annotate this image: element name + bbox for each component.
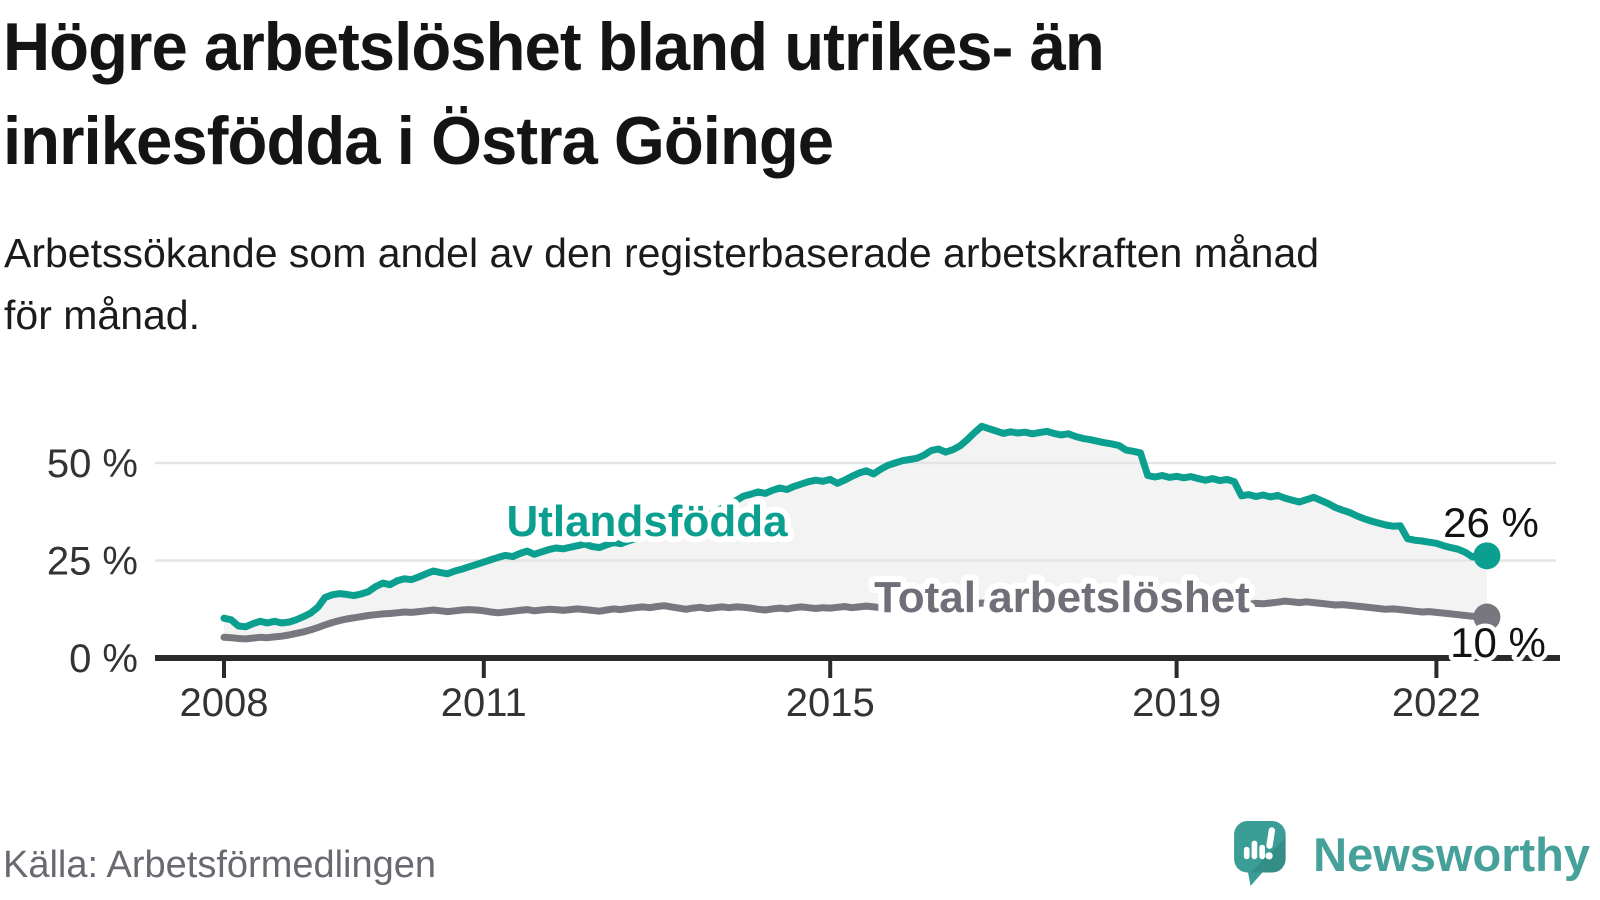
series-line-total	[220, 597, 1491, 643]
logo-bar-2	[1251, 840, 1258, 860]
end-dot-utlandsfodda	[1473, 542, 1501, 570]
page-title-line-1: Högre arbetslöshet bland utrikes- än	[3, 9, 1105, 85]
logo-exclamation-dot	[1265, 852, 1273, 860]
chart-subtitle: Arbetssökande som andel av den registerb…	[4, 222, 1319, 346]
x-axis-label-2011: 2011	[441, 681, 527, 725]
source-note: Källa: Arbetsförmedlingen	[3, 844, 437, 886]
y-axis-label-0: 0 %	[69, 637, 138, 681]
logo-bar-1	[1244, 846, 1250, 860]
end-value-label-total: 10 %	[1450, 619, 1546, 666]
x-axis-label-2022: 2022	[1392, 681, 1481, 725]
logo-bar-3	[1259, 844, 1266, 860]
newsworthy-wordmark: Newsworthy	[1313, 827, 1590, 881]
logo-exclamation-bar	[1266, 827, 1276, 849]
end-value-label-utlandsfodda: 26 %	[1443, 499, 1539, 546]
newsworthy-logo-icon	[1234, 821, 1286, 886]
x-axis-label-2015: 2015	[786, 681, 875, 725]
series-line-utlandsfodda	[220, 422, 1491, 631]
page-title: Högre arbetslöshet bland utrikes- än inri…	[3, 0, 1150, 188]
x-axis-label-2008: 2008	[180, 681, 269, 725]
end-dot-total	[1473, 603, 1501, 631]
chart-subtitle-line-1: Arbetssökande som andel av den registerb…	[4, 230, 1320, 276]
chart-subtitle-line-2: för månad.	[4, 292, 200, 338]
page-title-line-2: inrikesfödda i Östra Göinge	[3, 103, 834, 179]
series-label-total: Total arbetslöshet	[874, 573, 1250, 622]
x-axis-label-2019: 2019	[1132, 681, 1221, 725]
logo-bubble-tail	[1247, 869, 1266, 886]
y-axis-label-50: 50 %	[47, 442, 138, 486]
newsworthy-brand: Newsworthy	[1233, 820, 1590, 888]
y-axis-label-25: 25 %	[47, 540, 138, 584]
series-label-utlandsfodda: Utlandsfödda	[506, 497, 788, 546]
